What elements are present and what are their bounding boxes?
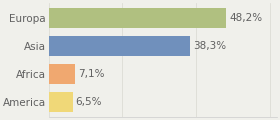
Bar: [49, 64, 75, 84]
Bar: [49, 36, 190, 56]
Text: 38,3%: 38,3%: [193, 41, 226, 51]
Bar: [49, 92, 73, 112]
Text: 6,5%: 6,5%: [76, 97, 102, 107]
Bar: [49, 8, 226, 28]
Text: 7,1%: 7,1%: [78, 69, 104, 79]
Text: 48,2%: 48,2%: [229, 13, 262, 23]
